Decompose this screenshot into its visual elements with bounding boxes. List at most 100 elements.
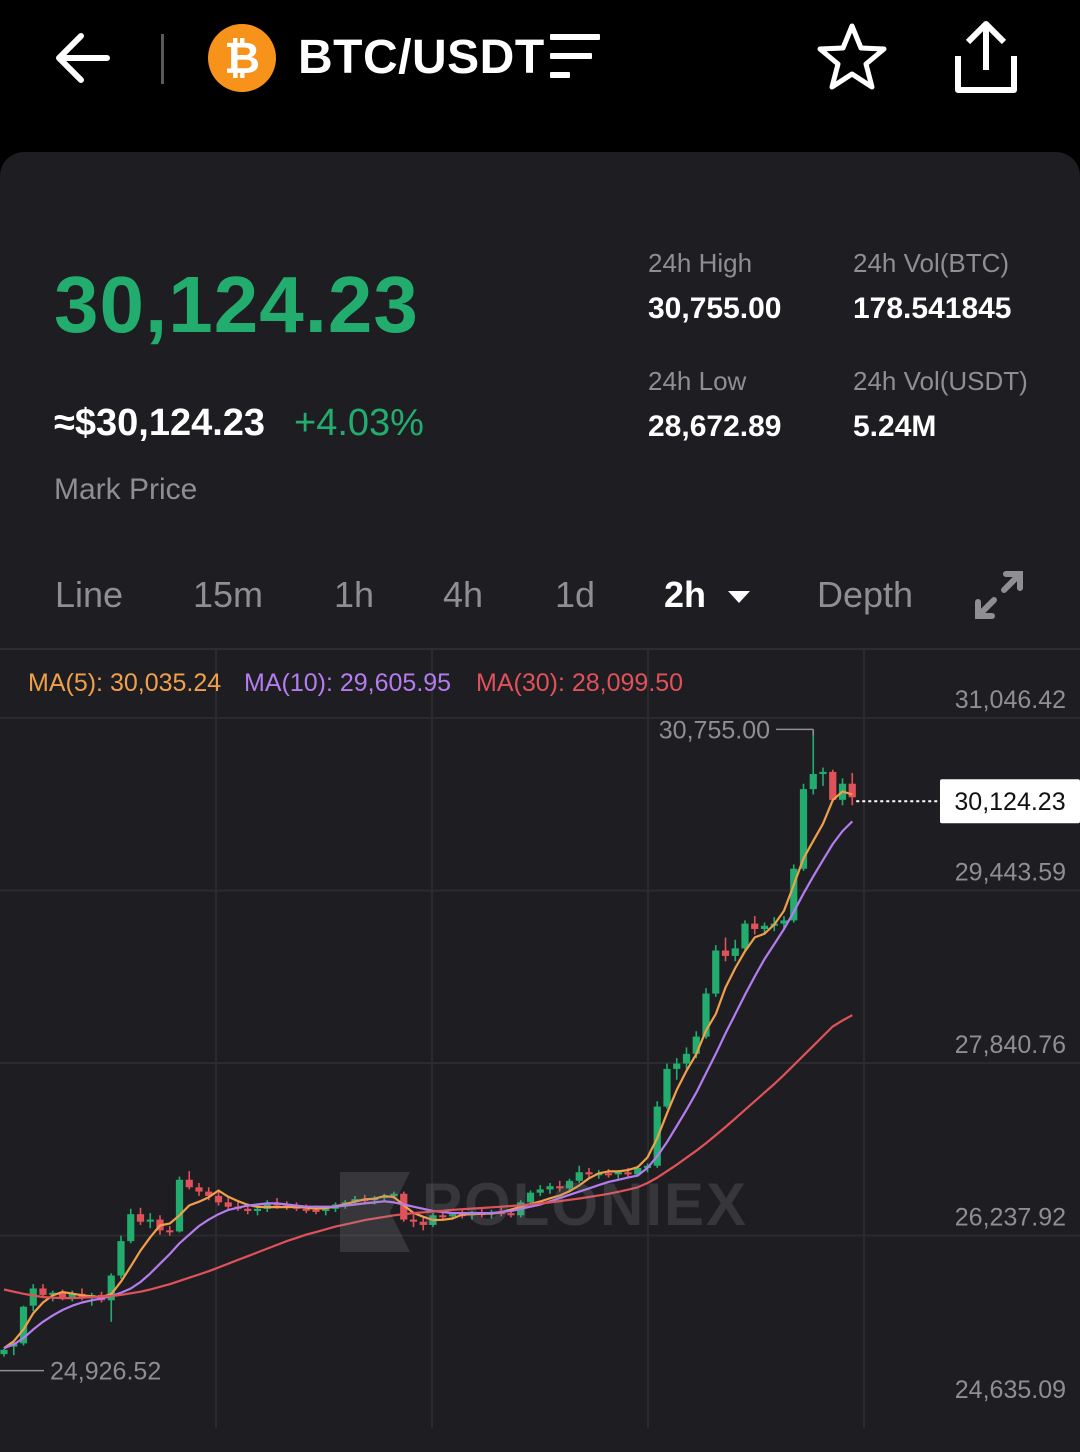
candle-body	[39, 1288, 47, 1295]
top-bar: ₿ BTC/USDT	[0, 0, 1080, 150]
min-price-label: 24,926.52	[50, 1358, 161, 1386]
watermark-text: POLONIEX	[422, 1171, 749, 1238]
y-tick-label: 31,046.42	[955, 686, 1066, 714]
candle-body	[663, 1068, 671, 1107]
coin-symbol: ₿	[224, 32, 260, 84]
candlestick-chart[interactable]: 31,046.42 29,443.59 27,840.76 26,237.92 24,6…	[0, 650, 1080, 1428]
candle-body	[507, 1213, 515, 1216]
last-price: 30,124.23	[54, 260, 419, 349]
candle-body	[409, 1219, 418, 1222]
tab-depth[interactable]: Depth	[817, 574, 914, 615]
candle-body	[829, 771, 837, 800]
candle-body	[702, 993, 710, 1037]
high-value: 30,755.00	[648, 292, 782, 325]
ma-line	[3, 790, 853, 1350]
header-divider	[161, 34, 164, 84]
candle-body	[19, 1306, 28, 1344]
y-tick-label: 24,635.09	[955, 1376, 1066, 1404]
btc-coin-icon: ₿	[208, 24, 276, 92]
back-button[interactable]	[48, 28, 118, 88]
candle-body	[322, 1208, 330, 1211]
share-button[interactable]	[948, 18, 1024, 98]
ma-line	[3, 820, 854, 1350]
poloniex-logo-icon	[340, 1172, 410, 1252]
candle-body	[175, 1179, 184, 1232]
pair-list-button[interactable]	[548, 32, 604, 84]
candle-body	[712, 950, 720, 994]
candle-body	[721, 950, 730, 956]
tab-4h[interactable]: 4h	[443, 574, 484, 615]
tab-2h[interactable]: 2h	[664, 560, 752, 630]
tab-1h[interactable]: 1h	[334, 574, 375, 615]
candle-body	[58, 1292, 67, 1298]
candle-body	[565, 1180, 574, 1189]
favorite-button[interactable]	[812, 18, 892, 98]
candle-body	[146, 1219, 154, 1222]
candle-body	[302, 1208, 310, 1211]
candle-body	[195, 1187, 203, 1192]
current-price-label: 30,124.23	[954, 788, 1065, 816]
max-price-label: 30,755.00	[659, 716, 770, 744]
tab-1d[interactable]: 1d	[555, 574, 596, 615]
candle-body	[536, 1189, 544, 1193]
candle-body	[0, 1349, 8, 1355]
candle-body	[224, 1202, 232, 1207]
pair-title[interactable]: BTC/USDT	[298, 31, 545, 84]
poloniex-watermark: POLONIEX	[330, 1162, 750, 1262]
fullscreen-button[interactable]	[972, 568, 1026, 622]
candle-body	[799, 789, 808, 869]
y-tick-label: 27,840.76	[955, 1031, 1066, 1059]
ma10-legend: MA(10): 29,605.95	[244, 669, 452, 697]
candle-body	[439, 1215, 447, 1218]
tab-15m[interactable]: 15m	[193, 574, 264, 615]
candle-body	[848, 783, 856, 798]
arrow-left-icon	[56, 33, 110, 83]
share-icon	[955, 21, 1017, 93]
candle-body	[253, 1208, 262, 1211]
candle-body	[604, 1173, 613, 1176]
candles	[0, 729, 856, 1357]
candle-body	[790, 868, 798, 921]
candle-body	[751, 923, 759, 930]
chart-top-border	[0, 648, 1080, 650]
mark-price-label: Mark Price	[54, 473, 198, 506]
chart-grid: 31,046.42 29,443.59 27,840.76 26,237.92 24,6…	[0, 650, 1080, 1428]
candle-body	[49, 1292, 57, 1295]
interval-tabs: Line 15m 1h 4h 1d 2h Depth	[0, 560, 1080, 630]
candle-body	[585, 1172, 593, 1175]
candle-body	[136, 1214, 145, 1222]
chart-annotations: 30,755.00 24,926.52 30,124.23	[0, 716, 1080, 1386]
candle-body	[273, 1203, 281, 1206]
candle-body	[809, 774, 817, 790]
vol-btc-label: 24h Vol(BTC)	[853, 248, 1010, 278]
candle-body	[624, 1172, 632, 1175]
vol-btc-value: 178.541845	[853, 292, 1012, 325]
candle-body	[214, 1195, 223, 1203]
current-price-tag	[940, 779, 1080, 824]
candle-body	[741, 923, 749, 949]
pair-list-icon	[550, 34, 600, 78]
low-value: 28,672.89	[648, 410, 782, 443]
candle-body	[682, 1053, 691, 1064]
candle-body	[526, 1192, 535, 1203]
high-label: 24h High	[648, 248, 753, 278]
candle-body	[634, 1167, 642, 1175]
usd-price: ≈$30,124.23	[54, 402, 266, 444]
low-label: 24h Low	[648, 366, 747, 396]
candle-body	[575, 1172, 583, 1181]
tab-line[interactable]: Line	[55, 574, 124, 615]
candle-body	[546, 1186, 554, 1190]
candle-body	[673, 1063, 681, 1069]
candle-body	[205, 1191, 213, 1196]
candle-body	[614, 1172, 622, 1175]
candle-body	[819, 771, 827, 775]
candle-body	[780, 920, 788, 924]
caret-down-icon	[728, 591, 751, 604]
star-outline-icon	[817, 23, 887, 90]
vol-usdt-label: 24h Vol(USDT)	[853, 366, 1028, 396]
candle-body	[312, 1209, 320, 1212]
candle-body	[185, 1179, 193, 1188]
y-tick-label: 26,237.92	[955, 1204, 1066, 1232]
candle-body	[419, 1221, 427, 1225]
candle-body	[244, 1208, 252, 1211]
